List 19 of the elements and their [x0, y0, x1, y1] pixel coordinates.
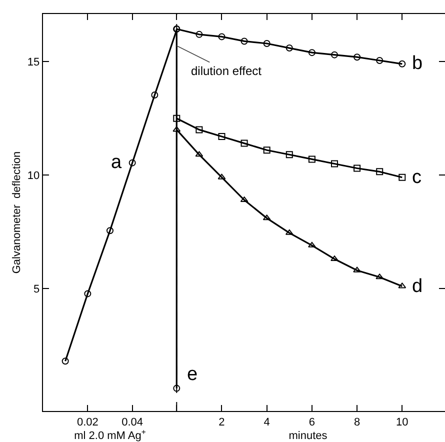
x-axis-title: ml 2.0 mM Ag$^{+}$: [74, 427, 146, 442]
annotation: dilution effect: [191, 64, 262, 78]
x-tick-label: 10: [396, 416, 408, 428]
legend-label: b: [412, 53, 423, 74]
x-tick-label: 0.02: [76, 416, 98, 428]
y-axis-title: Galvanometer deflection: [11, 151, 24, 274]
x-tick-label: 8: [354, 416, 360, 428]
legend-label: d: [412, 276, 423, 297]
x-axis-title: minutes: [288, 430, 328, 442]
x-tick-label: 4: [264, 416, 270, 428]
y-tick-label: 15: [27, 56, 40, 68]
series-label: a: [111, 152, 122, 173]
x-tick-label: 0.04: [122, 416, 144, 428]
legend-label: c: [412, 167, 422, 188]
y-tick-label: 5: [33, 283, 40, 296]
series-label: e: [187, 364, 198, 385]
x-tick-label: 6: [308, 416, 316, 428]
x-tick-label: 2: [218, 416, 225, 428]
y-tick-label: 10: [27, 170, 40, 182]
